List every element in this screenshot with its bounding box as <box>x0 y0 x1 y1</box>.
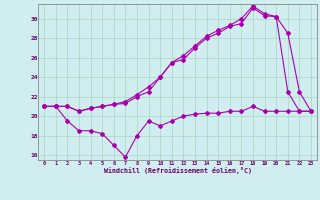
X-axis label: Windchill (Refroidissement éolien,°C): Windchill (Refroidissement éolien,°C) <box>104 167 252 174</box>
